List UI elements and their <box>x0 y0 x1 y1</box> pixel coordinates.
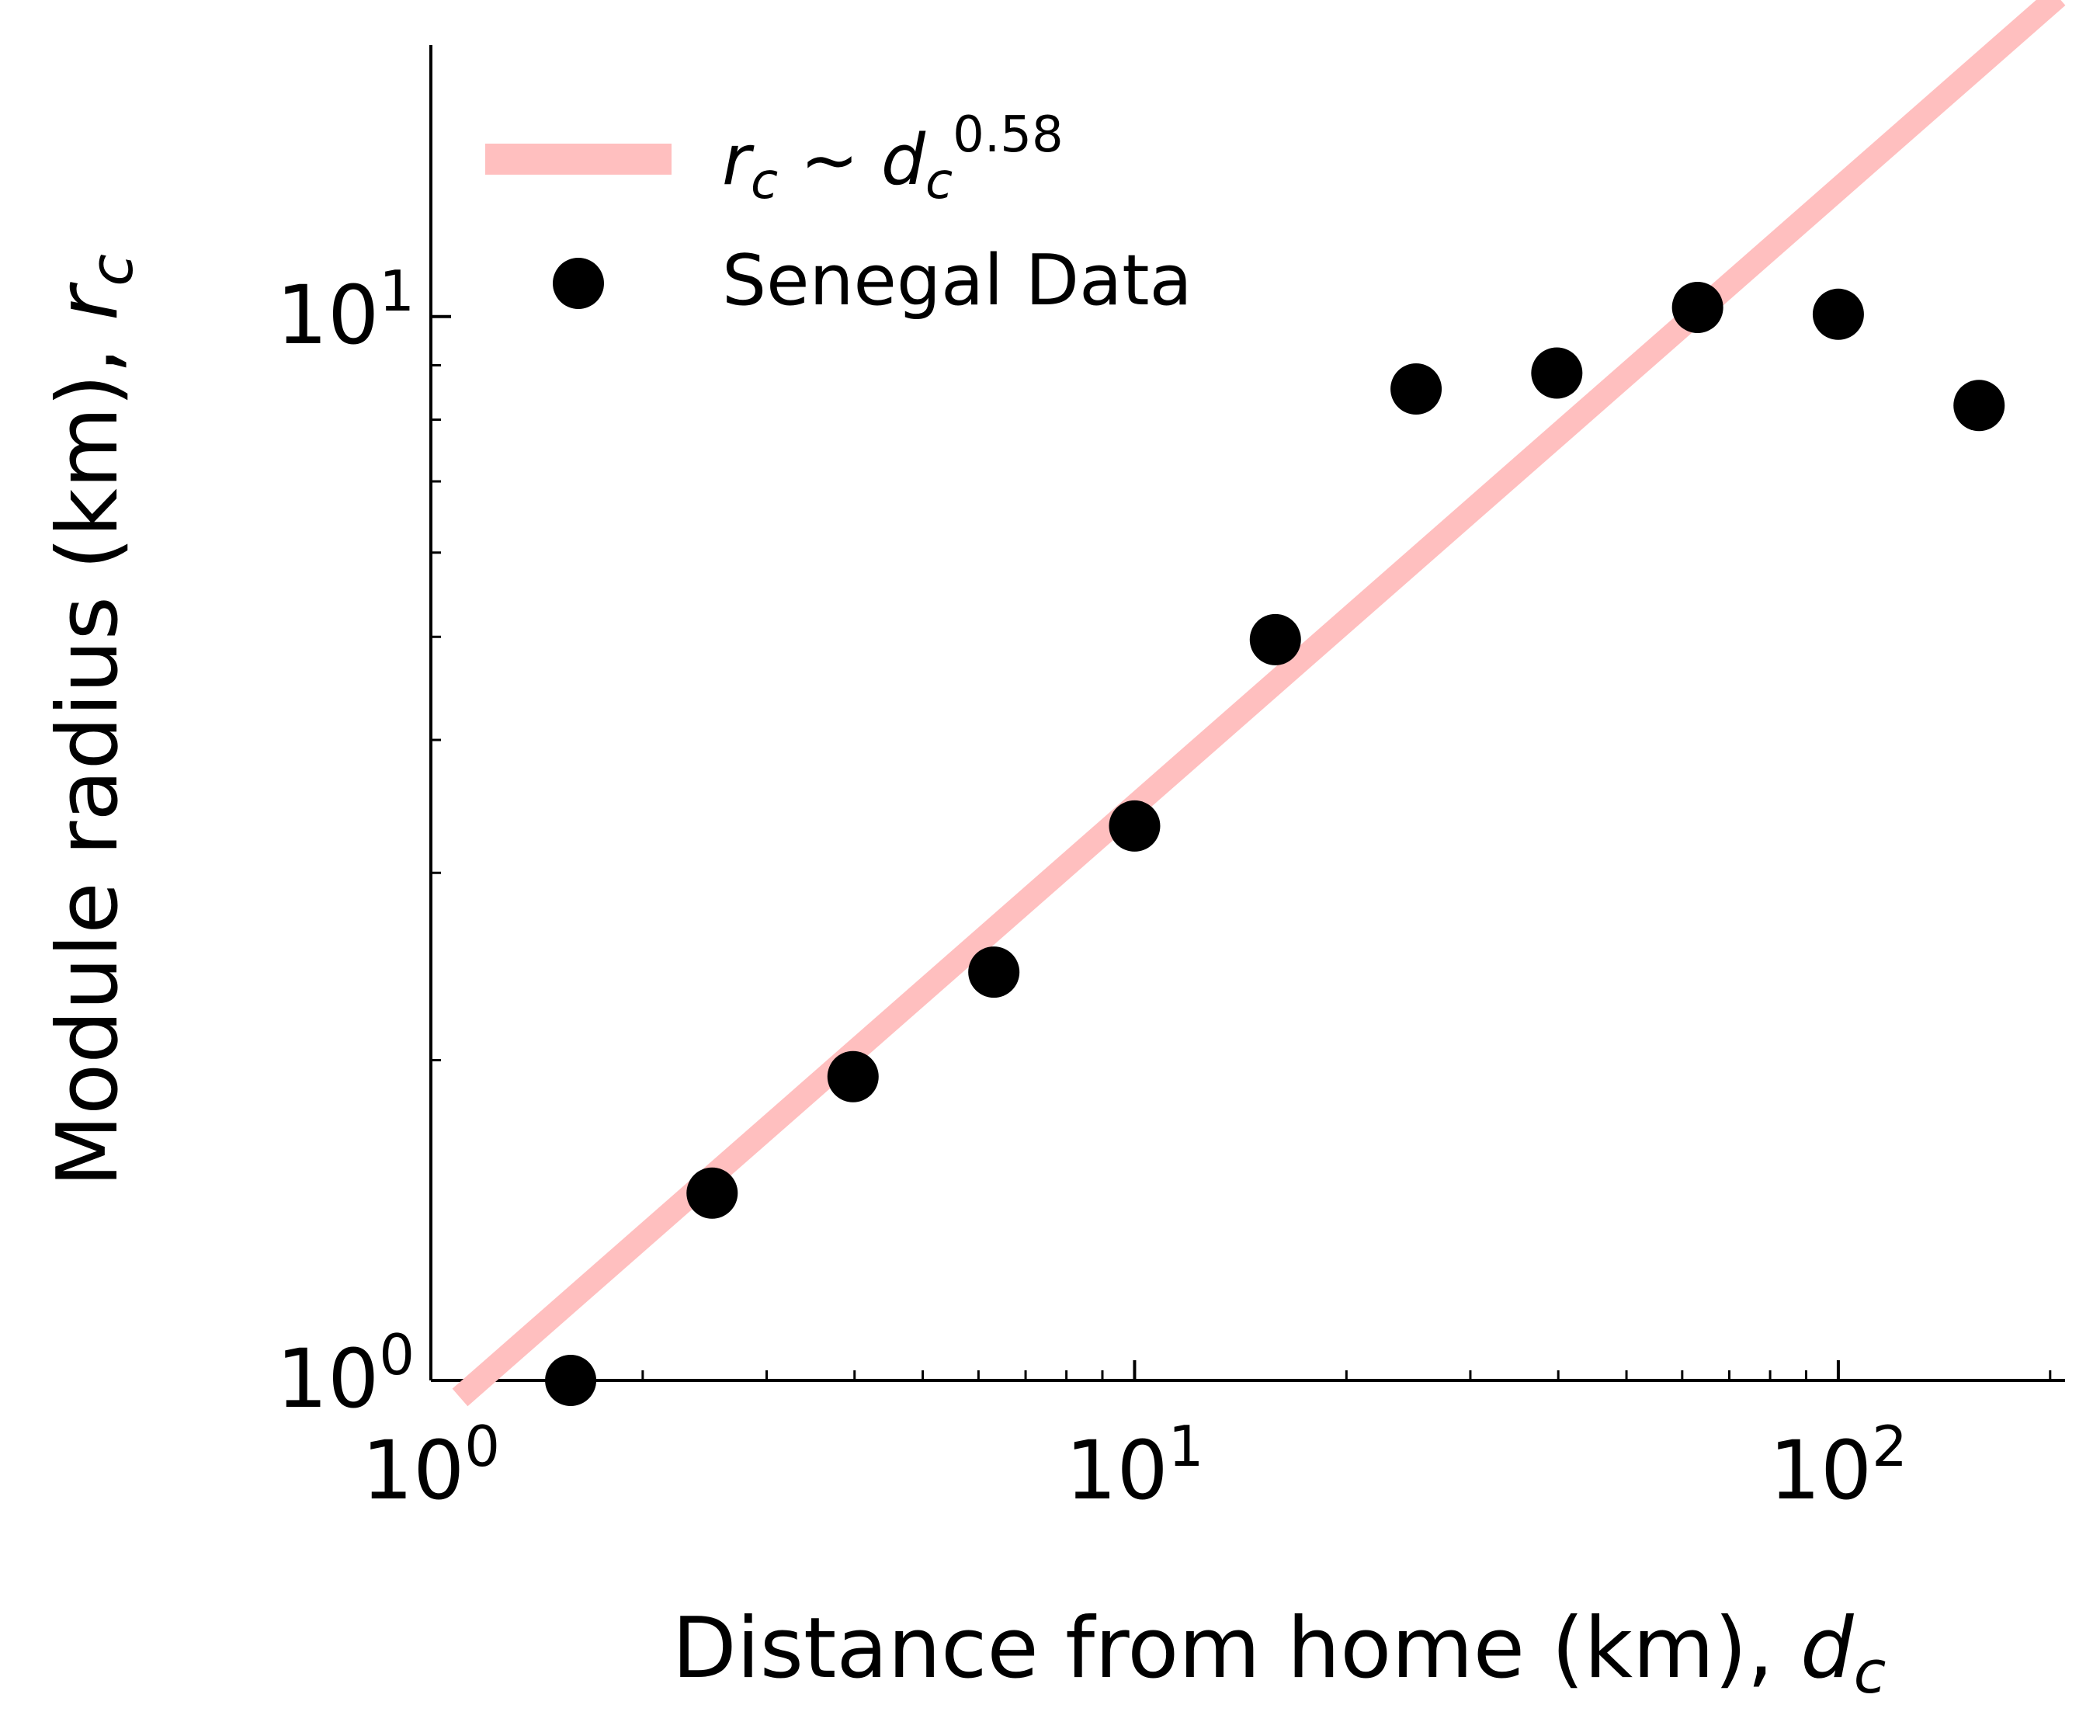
x-tick-label: 102 <box>1769 1414 1907 1518</box>
legend: rc ~ dc0.58 Senegal Data <box>485 106 1192 321</box>
data-point <box>827 1050 879 1102</box>
data-point <box>1812 288 1864 340</box>
x-tick-label: 100 <box>362 1414 500 1518</box>
axes <box>429 45 2065 1382</box>
data-point <box>545 1355 597 1406</box>
y-axis-label: Module radius (km), rc <box>40 254 146 1187</box>
y-tick-label: 101 <box>276 259 415 363</box>
data-point <box>1531 347 1583 399</box>
data-point <box>1671 281 1723 333</box>
fit-line <box>452 0 2066 1407</box>
x-axis-label: Distance from home (km), dc <box>672 1600 1887 1706</box>
labels: 100 101 102 100 101 Distance from home (km), … <box>40 254 1907 1706</box>
minor-ticks <box>431 363 2052 1380</box>
data-point <box>1390 363 1442 415</box>
series-layer <box>452 0 2066 1407</box>
data-point <box>1953 380 2005 432</box>
legend-label-data: Senegal Data <box>722 240 1192 321</box>
data-point <box>686 1167 738 1219</box>
data-point <box>1249 613 1301 665</box>
y-tick-label: 100 <box>276 1322 415 1426</box>
legend-marker-swatch <box>553 258 604 309</box>
legend-label-fit: rc ~ dc0.58 <box>722 106 1064 210</box>
x-tick-label: 101 <box>1065 1414 1203 1518</box>
data-point <box>968 946 1020 998</box>
data-point <box>1109 800 1161 852</box>
